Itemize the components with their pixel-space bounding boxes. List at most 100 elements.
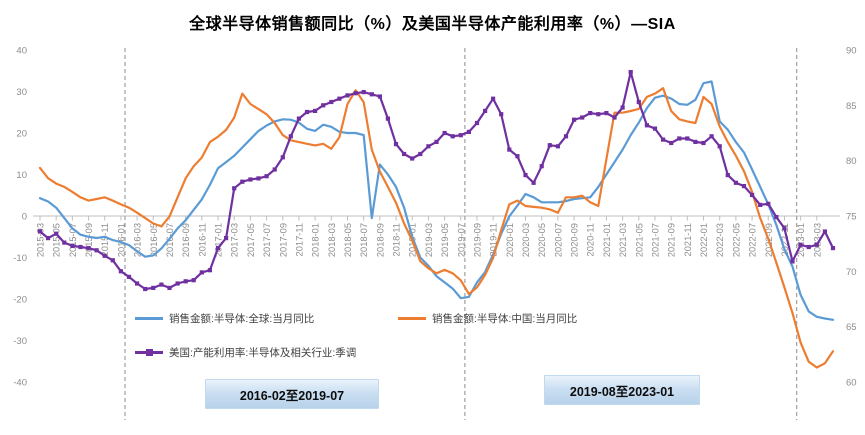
left-axis-tick: 0 — [22, 212, 27, 223]
series-marker — [515, 154, 520, 159]
series-marker — [232, 186, 237, 191]
legend-line-utilization — [135, 349, 163, 356]
series-marker — [402, 151, 407, 157]
series-marker — [280, 155, 285, 160]
right-axis-tick: 80 — [846, 156, 857, 167]
series-marker — [661, 137, 666, 142]
series-marker — [159, 282, 164, 287]
series-marker — [70, 243, 75, 248]
series-marker — [677, 136, 682, 141]
series-marker — [620, 105, 625, 110]
x-axis-label: 2017-09 — [278, 223, 288, 257]
series-marker — [572, 117, 577, 122]
x-axis-label: 2020-07 — [553, 223, 563, 257]
chart-title: 全球半导体销售额同比（%）及美国半导体产能利用率（%）—SIA — [189, 16, 676, 33]
legend-item-china: 销售金额:半导体:中国:当月同比 — [398, 311, 577, 326]
series-marker — [539, 164, 544, 169]
series-line-1 — [38, 87, 835, 369]
x-axis-label: 2020-11 — [586, 223, 596, 256]
series-marker — [612, 115, 617, 120]
series-marker — [118, 269, 123, 274]
series-marker — [555, 144, 560, 149]
series-marker — [256, 176, 261, 181]
series-marker — [345, 93, 350, 98]
series-marker — [94, 248, 99, 253]
series-line-0 — [38, 80, 835, 321]
series-marker — [126, 274, 132, 279]
series-marker — [693, 139, 698, 144]
series-marker — [304, 109, 310, 115]
x-axis-label: 2015-07 — [68, 223, 78, 257]
series-marker — [636, 99, 641, 105]
series-marker — [806, 244, 811, 250]
series-marker — [758, 202, 763, 207]
x-axis-label: 2021-11 — [683, 223, 693, 256]
x-axis-label: 2018-07 — [359, 223, 369, 257]
x-axis-label: 2021-09 — [667, 223, 677, 257]
series-marker — [426, 144, 431, 149]
x-axis-label: 2015-05 — [52, 223, 62, 257]
annotation-period-2: 2019-08至2023-01 — [544, 375, 700, 405]
series-marker — [709, 134, 714, 139]
series-marker — [725, 173, 730, 178]
x-axis-label: 2021-01 — [602, 223, 612, 257]
series-marker — [766, 201, 771, 206]
series-marker — [483, 108, 488, 113]
x-axis-label: 2020-03 — [521, 223, 531, 257]
x-axis-label: 2018-01 — [311, 223, 321, 257]
right-axis-tick: 90 — [846, 46, 857, 57]
series-marker — [531, 180, 536, 185]
x-axis-label: 2020-01 — [505, 223, 515, 257]
series-marker — [86, 246, 91, 251]
series-marker — [110, 258, 115, 263]
left-axis-tick: 20 — [16, 129, 27, 140]
left-axis-tick: 40 — [16, 46, 27, 57]
series-marker — [798, 242, 803, 247]
x-axis-label: 2019-11 — [489, 223, 499, 256]
right-axis-tick: 60 — [846, 378, 857, 389]
series-marker — [499, 112, 504, 117]
series-marker — [523, 173, 528, 178]
left-axis-tick: -20 — [13, 295, 27, 306]
legend-item-global: 销售金额:半导体:全球:当月同比 — [135, 311, 314, 326]
series-marker — [790, 259, 795, 264]
series-marker — [507, 147, 512, 152]
legend-label-global: 销售金额:半导体:全球:当月同比 — [169, 313, 315, 325]
series-marker — [580, 115, 585, 120]
series-marker — [46, 236, 51, 241]
series-marker — [207, 268, 212, 273]
series-marker — [264, 174, 269, 179]
series-marker — [377, 94, 382, 99]
x-axis-label: 2016-01 — [116, 223, 126, 257]
series-marker — [741, 184, 747, 189]
x-axis-label: 2019-05 — [440, 223, 450, 257]
series-marker — [272, 167, 277, 172]
series-marker — [78, 244, 83, 250]
x-axis-label: 2017-07 — [262, 223, 272, 257]
x-axis-label: 2023-01 — [796, 223, 806, 257]
x-axis-label: 2016-05 — [149, 223, 159, 257]
series-marker — [151, 285, 156, 290]
series-marker — [418, 151, 423, 157]
x-axis-label: 2017-03 — [230, 223, 240, 257]
series-marker — [669, 140, 674, 146]
right-axis-tick: 65 — [846, 322, 857, 333]
series-marker — [685, 136, 690, 141]
series-marker — [596, 112, 601, 117]
x-axis-label: 2015-11 — [100, 223, 110, 256]
x-axis-label: 2015-03 — [36, 223, 46, 257]
series-marker — [466, 129, 471, 134]
x-axis-label: 2015-09 — [84, 223, 94, 257]
x-axis-label: 2018-05 — [343, 223, 353, 257]
legend-item-utilization: 美国:产能利用率:半导体及相关行业:季调 — [135, 345, 356, 360]
series-marker — [191, 278, 196, 283]
x-axis-label: 2016-09 — [181, 223, 191, 257]
series-marker — [491, 96, 496, 101]
series-marker — [337, 96, 342, 101]
series-marker — [248, 177, 253, 182]
x-axis-label: 2019-07 — [456, 223, 466, 257]
series-marker — [215, 246, 221, 251]
right-axis-tick: 75 — [846, 212, 857, 223]
